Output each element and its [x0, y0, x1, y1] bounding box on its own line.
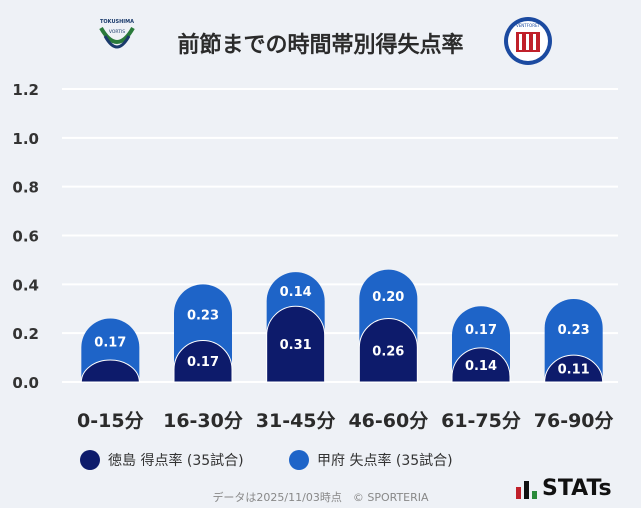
footer-note: データは2025/11/03時点 © SPORTERIA — [212, 491, 429, 504]
data-label-home: 0.31 — [280, 338, 312, 353]
legend-swatch-away — [289, 450, 309, 470]
svg-text:VENTFORET: VENTFORET — [516, 23, 540, 28]
legend-swatch-home — [80, 450, 100, 470]
x-tick-label: 16-30分 — [163, 410, 243, 432]
x-tick-label: 46-60分 — [348, 410, 428, 432]
bar-home — [266, 305, 326, 383]
bar-home — [451, 347, 511, 383]
data-label-away: 0.14 — [280, 285, 312, 300]
y-tick-label: 0.6 — [12, 228, 39, 246]
legend-label-home: 徳島 得点率 (35試合) — [108, 453, 244, 469]
bar-home — [80, 359, 140, 383]
svg-text:TOKUSHIMA: TOKUSHIMA — [100, 19, 134, 25]
x-tick-label: 31-45分 — [256, 410, 336, 432]
chart-area: 0.0 0.2 0.4 0.6 0.8 1.0 1.2 0.17 0.23 0.17 0.14 0.… — [12, 81, 618, 432]
y-tick-label: 0.2 — [12, 325, 39, 343]
stats-brand-text: STATs — [542, 476, 612, 501]
bar-home — [544, 354, 604, 383]
ventforet-kofu-logo: VENTFORET — [504, 17, 552, 65]
svg-text:VORTIS: VORTIS — [109, 29, 125, 35]
data-label-home: 0.11 — [558, 363, 590, 378]
x-tick-label: 61-75分 — [441, 410, 521, 432]
data-label-home: 0.17 — [187, 355, 219, 370]
stats-logo: STATs — [516, 476, 612, 501]
x-tick-label: 76-90分 — [534, 410, 614, 432]
y-tick-label: 0.0 — [12, 374, 39, 392]
data-label-away: 0.17 — [94, 335, 126, 350]
stats-bars-icon — [516, 480, 537, 499]
tokushima-vortis-logo: TOKUSHIMA VORTIS — [99, 19, 135, 49]
legend-label-away: 甲府 失点率 (35試合) — [317, 453, 453, 469]
bar-home — [173, 340, 233, 383]
data-label-home: 0.14 — [465, 359, 497, 374]
y-tick-label: 1.0 — [12, 130, 39, 148]
data-label-home: 0.26 — [372, 344, 404, 359]
data-label-away: 0.23 — [187, 308, 219, 323]
y-tick-label: 0.4 — [12, 276, 39, 294]
legend-item-home: 徳島 得点率 (35試合) — [80, 450, 244, 470]
chart-title: 前節までの時間帯別得失点率 — [177, 33, 464, 58]
data-label-away: 0.20 — [372, 290, 404, 305]
data-label-away: 0.23 — [558, 323, 590, 338]
y-tick-label: 1.2 — [12, 81, 39, 99]
legend-item-away: 甲府 失点率 (35試合) — [289, 450, 453, 470]
x-tick-label: 0-15分 — [77, 410, 144, 432]
data-label-away: 0.17 — [465, 323, 497, 338]
bar-home — [358, 318, 418, 383]
y-tick-label: 0.8 — [12, 179, 39, 197]
